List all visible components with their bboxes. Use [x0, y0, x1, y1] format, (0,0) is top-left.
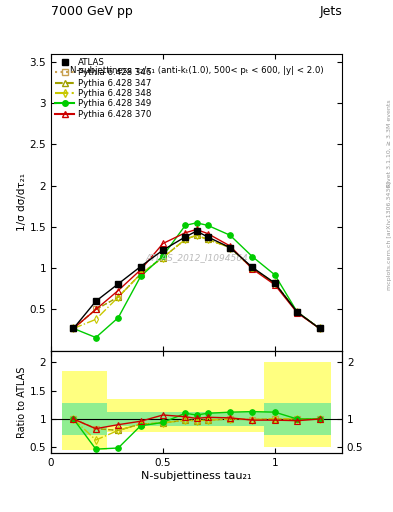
Text: 7000 GeV pp: 7000 GeV pp [51, 5, 133, 18]
Pythia 6.428 348 [194, 232, 199, 238]
Pythia 6.428 370 [317, 326, 322, 332]
Y-axis label: 1/σ dσ/dτ₂₁: 1/σ dσ/dτ₂₁ [17, 173, 27, 231]
Line: Pythia 6.428 346: Pythia 6.428 346 [71, 232, 322, 331]
Pythia 6.428 347 [250, 265, 255, 271]
Pythia 6.428 346 [94, 306, 98, 312]
Pythia 6.428 346 [228, 245, 232, 251]
Pythia 6.428 370 [183, 230, 188, 236]
Pythia 6.428 370 [94, 306, 98, 312]
Pythia 6.428 370 [194, 226, 199, 232]
Pythia 6.428 347 [94, 306, 98, 312]
ATLAS [317, 326, 322, 332]
ATLAS [295, 309, 299, 315]
ATLAS [138, 264, 143, 270]
Pythia 6.428 370 [205, 230, 210, 237]
Pythia 6.428 346 [205, 236, 210, 242]
Pythia 6.428 348 [250, 265, 255, 271]
Pythia 6.428 347 [272, 280, 277, 286]
Pythia 6.428 349 [250, 253, 255, 260]
ATLAS [250, 264, 255, 270]
Pythia 6.428 347 [71, 326, 76, 332]
Pythia 6.428 348 [71, 326, 76, 332]
Pythia 6.428 346 [71, 326, 76, 332]
ATLAS [272, 280, 277, 286]
Text: ATLAS_2012_I1094564: ATLAS_2012_I1094564 [145, 252, 248, 262]
Pythia 6.428 348 [183, 236, 188, 242]
Pythia 6.428 349 [71, 326, 76, 332]
Pythia 6.428 370 [138, 267, 143, 273]
Pythia 6.428 370 [161, 241, 165, 247]
Pythia 6.428 349 [205, 222, 210, 228]
Legend: ATLAS, Pythia 6.428 346, Pythia 6.428 347, Pythia 6.428 348, Pythia 6.428 349, P: ATLAS, Pythia 6.428 346, Pythia 6.428 34… [54, 56, 153, 120]
Pythia 6.428 347 [116, 294, 121, 300]
ATLAS [205, 234, 210, 240]
Pythia 6.428 347 [194, 232, 199, 238]
Pythia 6.428 347 [295, 309, 299, 315]
Text: mcplots.cern.ch [arXiv:1306.3436]: mcplots.cern.ch [arXiv:1306.3436] [387, 181, 391, 290]
ATLAS [183, 234, 188, 240]
Pythia 6.428 370 [295, 310, 299, 316]
ATLAS [194, 228, 199, 234]
ATLAS [94, 298, 98, 304]
Pythia 6.428 346 [116, 294, 121, 300]
Pythia 6.428 348 [228, 245, 232, 251]
Pythia 6.428 348 [272, 280, 277, 286]
Pythia 6.428 348 [295, 309, 299, 315]
Pythia 6.428 349 [194, 220, 199, 226]
Line: Pythia 6.428 347: Pythia 6.428 347 [71, 232, 322, 331]
Pythia 6.428 346 [317, 326, 322, 332]
Pythia 6.428 346 [138, 271, 143, 277]
Pythia 6.428 346 [194, 232, 199, 238]
Pythia 6.428 370 [272, 282, 277, 288]
Text: N-subjettiness τ₂/τ₁ (anti-kₜ(1.0), 500< pₜ < 600, |y| < 2.0): N-subjettiness τ₂/τ₁ (anti-kₜ(1.0), 500<… [70, 66, 323, 75]
Pythia 6.428 348 [205, 236, 210, 242]
Pythia 6.428 349 [161, 253, 165, 259]
Pythia 6.428 347 [138, 271, 143, 277]
Pythia 6.428 348 [161, 254, 165, 261]
ATLAS [116, 281, 121, 287]
Pythia 6.428 349 [272, 272, 277, 278]
X-axis label: N-subjettiness tau₂₁: N-subjettiness tau₂₁ [141, 471, 252, 481]
Pythia 6.428 349 [295, 309, 299, 315]
ATLAS [228, 245, 232, 251]
ATLAS [71, 326, 76, 332]
Pythia 6.428 349 [228, 232, 232, 238]
Pythia 6.428 349 [317, 326, 322, 332]
Pythia 6.428 347 [183, 236, 188, 242]
Pythia 6.428 347 [205, 236, 210, 242]
Pythia 6.428 348 [138, 271, 143, 277]
Pythia 6.428 370 [250, 266, 255, 272]
Line: Pythia 6.428 349: Pythia 6.428 349 [71, 220, 322, 340]
Text: Jets: Jets [319, 5, 342, 18]
Pythia 6.428 346 [161, 254, 165, 261]
Pythia 6.428 349 [94, 334, 98, 340]
Pythia 6.428 349 [183, 222, 188, 228]
Pythia 6.428 370 [71, 326, 76, 332]
Pythia 6.428 349 [138, 273, 143, 280]
Line: Pythia 6.428 370: Pythia 6.428 370 [71, 227, 322, 331]
Pythia 6.428 348 [94, 316, 98, 323]
Pythia 6.428 346 [295, 309, 299, 315]
ATLAS [161, 247, 165, 253]
Pythia 6.428 347 [228, 245, 232, 251]
Pythia 6.428 346 [272, 280, 277, 286]
Y-axis label: Ratio to ATLAS: Ratio to ATLAS [17, 366, 27, 438]
Pythia 6.428 370 [116, 287, 121, 293]
Pythia 6.428 348 [317, 326, 322, 332]
Pythia 6.428 347 [161, 254, 165, 261]
Pythia 6.428 348 [116, 294, 121, 300]
Pythia 6.428 347 [317, 326, 322, 332]
Line: Pythia 6.428 348: Pythia 6.428 348 [71, 232, 322, 331]
Pythia 6.428 349 [116, 315, 121, 321]
Pythia 6.428 370 [228, 243, 232, 249]
Pythia 6.428 346 [183, 236, 188, 242]
Pythia 6.428 346 [250, 265, 255, 271]
Text: Rivet 3.1.10, ≥ 3.3M events: Rivet 3.1.10, ≥ 3.3M events [387, 99, 391, 187]
Line: ATLAS: ATLAS [70, 228, 323, 332]
